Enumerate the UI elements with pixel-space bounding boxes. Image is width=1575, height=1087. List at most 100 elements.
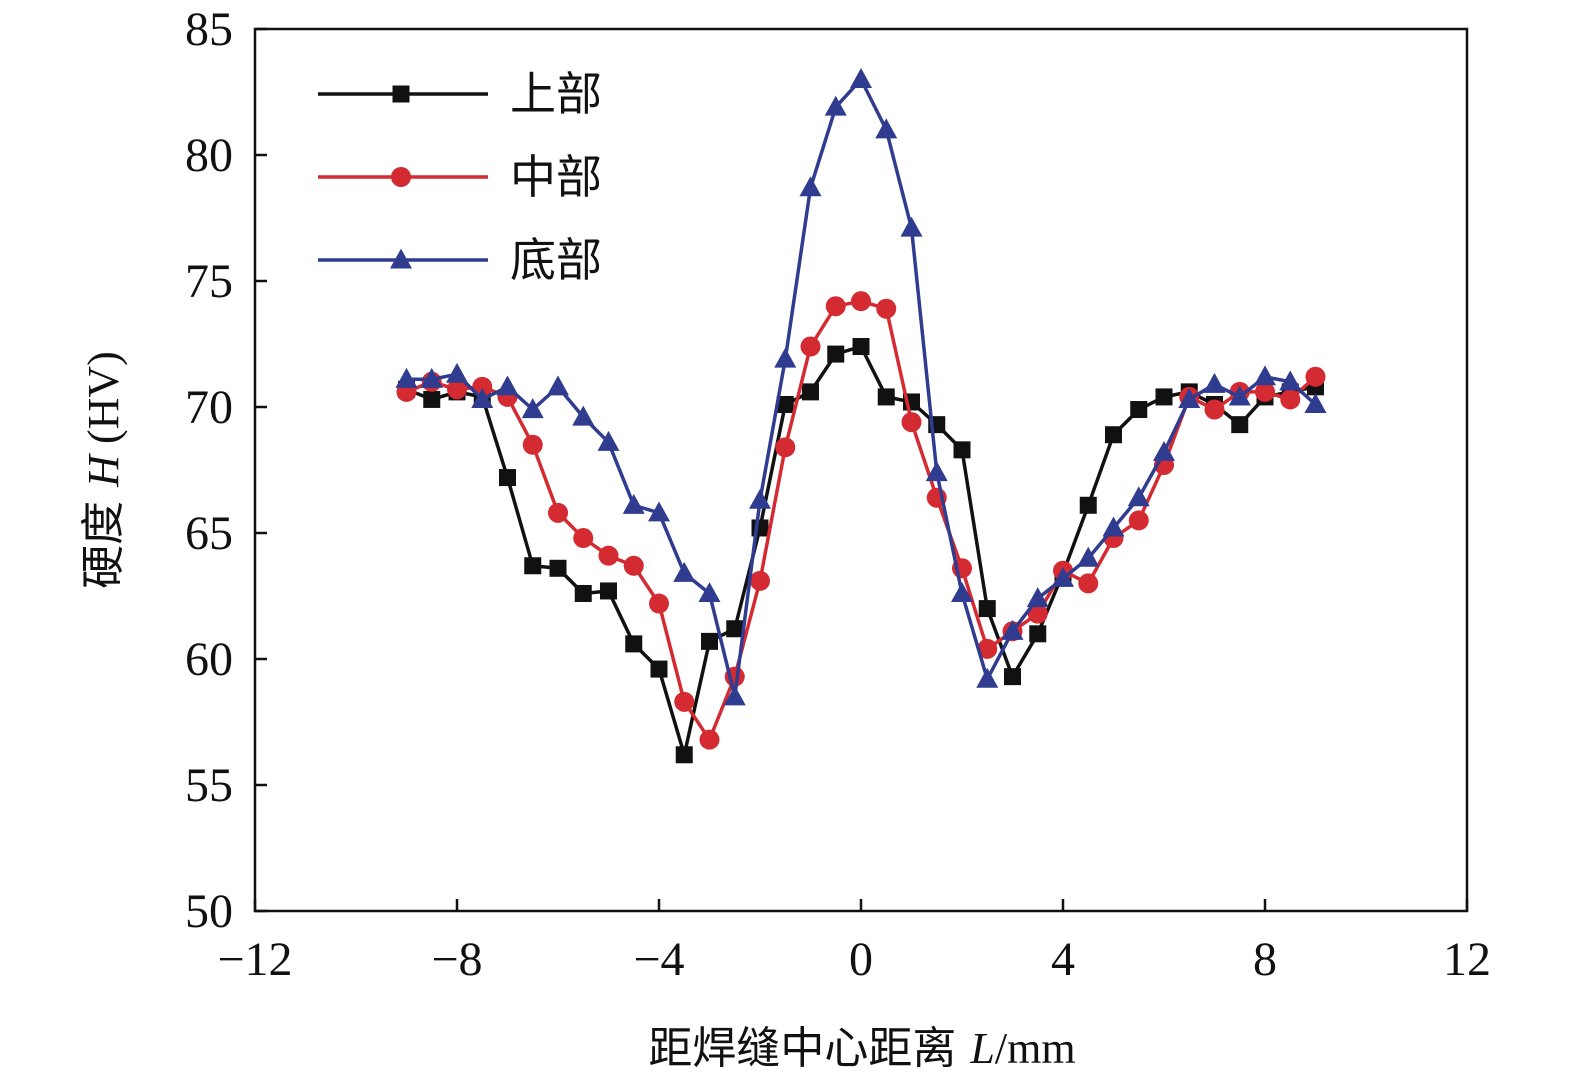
axis-title-variable: H: [79, 453, 128, 488]
y-tick-label: 55: [185, 759, 233, 812]
data-point: [825, 296, 846, 317]
data-point: [547, 375, 569, 396]
data-point: [977, 638, 998, 659]
data-point: [1027, 603, 1048, 624]
data-point: [548, 502, 568, 523]
legend-item: 中部: [318, 150, 602, 204]
data-point: [573, 528, 594, 549]
axis-title-unit: (HV): [79, 351, 128, 455]
data-point: [623, 555, 644, 576]
data-point: [649, 593, 669, 614]
legend-item: 上部: [318, 67, 602, 121]
data-point: [1153, 440, 1175, 461]
data-point: [574, 584, 592, 602]
data-point: [877, 388, 895, 406]
legend-marker: [392, 85, 410, 103]
data-point: [524, 557, 542, 575]
data-point: [1155, 388, 1173, 406]
data-point: [447, 379, 467, 400]
y-tick-label: 75: [185, 255, 233, 308]
data-point: [1254, 365, 1276, 386]
data-point: [598, 545, 619, 566]
data-point: [1231, 416, 1249, 434]
data-point: [875, 118, 898, 139]
data-point: [1280, 389, 1301, 410]
series-3: [395, 68, 1327, 706]
legend-marker: [390, 248, 412, 269]
data-point: [698, 582, 721, 603]
data-point: [1001, 619, 1024, 640]
data-point: [395, 367, 418, 388]
x-tick-label: 0: [849, 933, 873, 986]
data-point: [1203, 372, 1226, 393]
data-point: [723, 685, 746, 706]
data-point: [1130, 401, 1148, 419]
axis-title-unit: /mm: [995, 1024, 1076, 1073]
data-point: [522, 434, 543, 455]
x-tick-label: −8: [431, 933, 482, 986]
data-point: [1077, 546, 1100, 567]
data-point: [976, 667, 999, 688]
data-point: [776, 395, 794, 413]
data-point: [749, 488, 771, 509]
data-point: [1204, 399, 1225, 420]
data-point: [472, 376, 493, 397]
data-point: [1105, 426, 1122, 444]
axis-title-text: 硬度: [78, 487, 129, 589]
data-point: [600, 582, 617, 600]
y-tick-label: 60: [185, 633, 233, 686]
data-point: [625, 635, 643, 653]
legend-label: 上部: [510, 67, 602, 121]
x-tick-label: −4: [633, 933, 684, 986]
data-point: [423, 390, 441, 408]
data-point: [953, 441, 971, 459]
plot-frame: [253, 27, 1469, 913]
data-point: [901, 412, 922, 433]
data-point: [850, 68, 872, 88]
data-point: [1079, 496, 1097, 514]
y-tick-label: 50: [185, 885, 233, 938]
data-point: [1305, 366, 1326, 387]
data-point: [1127, 486, 1150, 507]
y-tick-label: 80: [185, 129, 233, 182]
x-tick-label: 4: [1051, 933, 1075, 986]
series-2: [396, 291, 1326, 750]
data-point: [701, 632, 718, 650]
data-point: [925, 461, 948, 482]
data-point: [1128, 510, 1149, 531]
data-point: [622, 493, 645, 514]
data-point: [648, 501, 670, 522]
axis-title-text: 距焊缝中心距离: [648, 1023, 970, 1074]
data-point: [446, 362, 468, 383]
data-point: [496, 375, 519, 396]
data-point: [471, 388, 494, 408]
data-point: [1279, 370, 1302, 391]
data-point: [673, 561, 696, 582]
data-point: [900, 216, 923, 237]
data-point: [750, 570, 770, 591]
data-point: [499, 469, 516, 487]
data-point: [1228, 385, 1251, 406]
data-point: [674, 691, 695, 712]
legend-item: 底部: [318, 233, 602, 287]
axis-title-variable: L: [969, 1024, 994, 1073]
y-axis-title: 硬度 H (HV): [78, 351, 129, 589]
data-point: [549, 559, 567, 577]
data-point: [1102, 516, 1125, 537]
legend-marker: [391, 167, 411, 187]
data-point: [1178, 388, 1201, 408]
data-point: [852, 338, 870, 356]
data-point: [851, 291, 871, 312]
series-line-2: [405, 299, 1317, 742]
data-point: [726, 620, 744, 638]
data-point: [1029, 625, 1047, 643]
data-point: [1255, 381, 1275, 402]
data-point: [675, 746, 693, 764]
data-point: [827, 345, 845, 363]
data-point: [978, 600, 996, 618]
data-point: [799, 176, 822, 197]
data-point: [951, 582, 973, 603]
x-tick-label: 12: [1443, 933, 1491, 986]
